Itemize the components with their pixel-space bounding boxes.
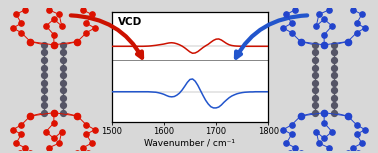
- FancyArrowPatch shape: [71, 15, 142, 58]
- Text: VCD: VCD: [118, 17, 142, 27]
- FancyArrowPatch shape: [236, 15, 307, 58]
- X-axis label: Wavenumber / cm⁻¹: Wavenumber / cm⁻¹: [144, 138, 235, 147]
